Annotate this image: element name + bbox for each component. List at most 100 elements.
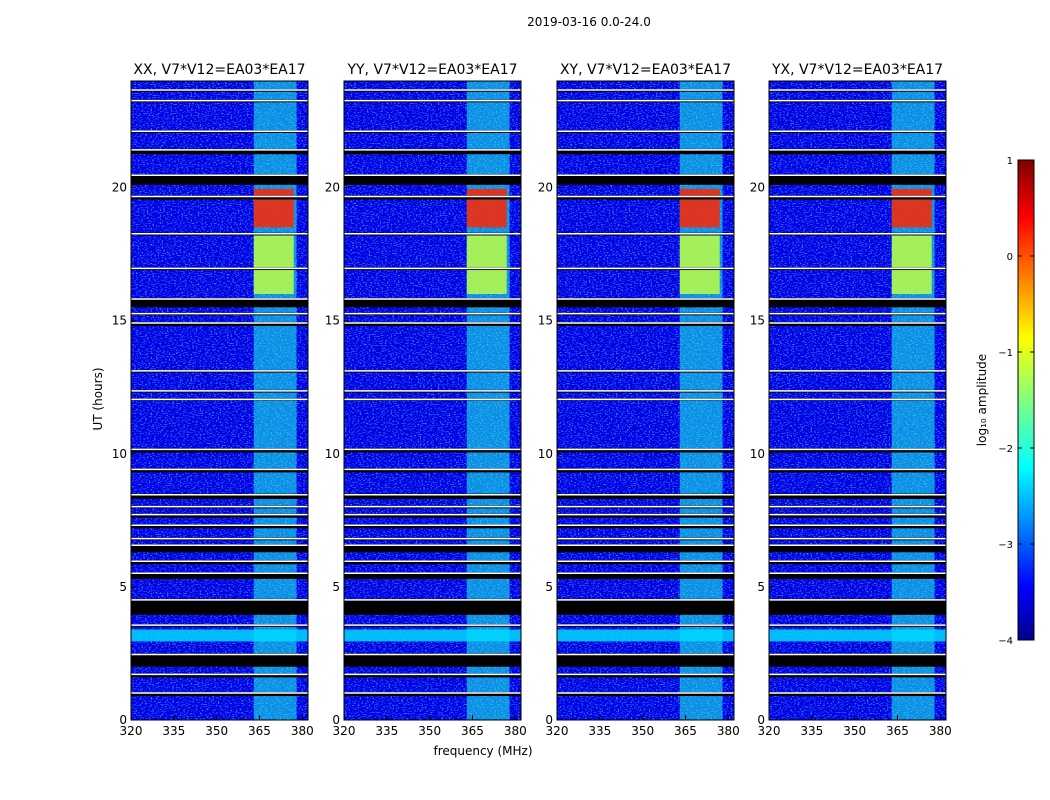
y-axis-label: UT (hours) [91, 367, 105, 430]
flagged-band [131, 673, 308, 678]
flagged-band [131, 524, 308, 529]
flagged-band [769, 321, 946, 326]
colorbar-tick-label: −4 [998, 636, 1013, 647]
flagged-band [131, 598, 308, 615]
flagged-band [131, 297, 308, 308]
y-tick-label: 0 [757, 713, 765, 727]
x-tick-label: 320 [120, 724, 143, 738]
flagged-band [557, 297, 734, 308]
flagged-band [344, 448, 521, 453]
colorbar-tick-label: −2 [998, 444, 1013, 455]
flagged-band [344, 673, 521, 678]
y-tick-label: 15 [325, 314, 340, 328]
flagged-band [769, 195, 946, 200]
x-tick-label: 365 [886, 724, 909, 738]
rfi-feature [253, 188, 294, 228]
y-tick-label: 5 [119, 580, 127, 594]
flagged-band [131, 493, 308, 500]
panel-title: YY, V7*V12=EA03*EA17 [346, 62, 517, 78]
rfi-feature [557, 629, 734, 642]
flagged-band [131, 653, 308, 667]
panel-frame [343, 80, 522, 721]
x-tick-label: 320 [758, 724, 781, 738]
flagged-band [557, 468, 734, 473]
x-tick-label: 380 [504, 724, 527, 738]
flagged-band [769, 524, 946, 529]
panel-frame [130, 80, 309, 721]
flagged-band [131, 560, 308, 565]
rfi-feature [769, 629, 946, 642]
rfi-feature [253, 235, 294, 294]
x-tick-label: 365 [248, 724, 271, 738]
flagged-band [344, 321, 521, 326]
flagged-band [557, 673, 734, 678]
x-tick-label: 350 [205, 724, 228, 738]
colorbar-tick-label: −1 [998, 348, 1013, 359]
colorbar-tick-label: 1 [1007, 156, 1013, 167]
rfi-feature [891, 188, 932, 228]
panels-group: XX, V7*V12=EA03*EA17 320 335 350 365 380 0 5 10 1… [112, 62, 952, 738]
flagged-band [769, 174, 946, 185]
rfi-feature [466, 188, 507, 228]
flagged-band [344, 598, 521, 615]
flagged-band [557, 544, 734, 553]
y-tick-label: 0 [545, 713, 553, 727]
x-tick-label: 380 [291, 724, 314, 738]
y-tick-label: 10 [112, 447, 127, 461]
flagged-band [769, 493, 946, 500]
y-tick-label: 5 [545, 580, 553, 594]
flagged-band [769, 653, 946, 667]
y-tick-label: 20 [750, 181, 765, 195]
flagged-band [557, 653, 734, 667]
flagged-band [557, 174, 734, 185]
flagged-band [769, 673, 946, 678]
x-tick-label: 365 [461, 724, 484, 738]
flagged-band [344, 544, 521, 553]
rfi-feature [679, 188, 720, 228]
flagged-band [769, 148, 946, 155]
x-axis-label: frequency (MHz) [433, 744, 532, 758]
colorbar-gradient [1017, 159, 1035, 641]
flagged-band [344, 195, 521, 200]
flagged-band [131, 321, 308, 326]
x-tick-label: 380 [929, 724, 952, 738]
y-tick-label: 10 [325, 447, 340, 461]
x-tick-label: 320 [333, 724, 356, 738]
x-tick-label: 350 [418, 724, 441, 738]
y-tick-label: 0 [332, 713, 340, 727]
panel-title: XX, V7*V12=EA03*EA17 [133, 62, 305, 78]
flagged-band [769, 560, 946, 565]
colorbar-tick-label: −3 [998, 540, 1013, 551]
flagged-band [557, 572, 734, 579]
colorbar: −4 −3 −2 −1 0 1 log₁₀ amplitude [975, 156, 1035, 647]
flagged-band [557, 513, 734, 518]
flagged-band [769, 513, 946, 518]
flagged-band [344, 653, 521, 667]
flagged-band [131, 468, 308, 473]
flagged-band [131, 544, 308, 553]
flagged-band [557, 148, 734, 155]
flagged-band [769, 598, 946, 615]
y-tick-label: 20 [538, 181, 553, 195]
y-tick-label: 0 [119, 713, 127, 727]
flagged-band [557, 321, 734, 326]
figure-suptitle: 2019-03-16 0.0-24.0 [527, 15, 651, 29]
y-tick-label: 15 [750, 314, 765, 328]
flagged-band [557, 448, 734, 453]
flagged-band [344, 692, 521, 697]
panel-yx: YX, V7*V12=EA03*EA17 320 335 350 365 380 0 5 10 1… [750, 62, 952, 738]
flagged-band [769, 448, 946, 453]
flagged-band [131, 174, 308, 185]
x-tick-label: 335 [588, 724, 611, 738]
rfi-feature [891, 235, 932, 294]
flagged-band [131, 148, 308, 155]
panel-frame [768, 80, 947, 721]
colorbar-tick-label: 0 [1007, 252, 1013, 263]
flagged-band [557, 195, 734, 200]
x-tick-label: 320 [546, 724, 569, 738]
y-tick-label: 5 [332, 580, 340, 594]
flagged-band [769, 297, 946, 308]
flagged-band [344, 297, 521, 308]
panel-title: XY, V7*V12=EA03*EA17 [560, 62, 731, 78]
